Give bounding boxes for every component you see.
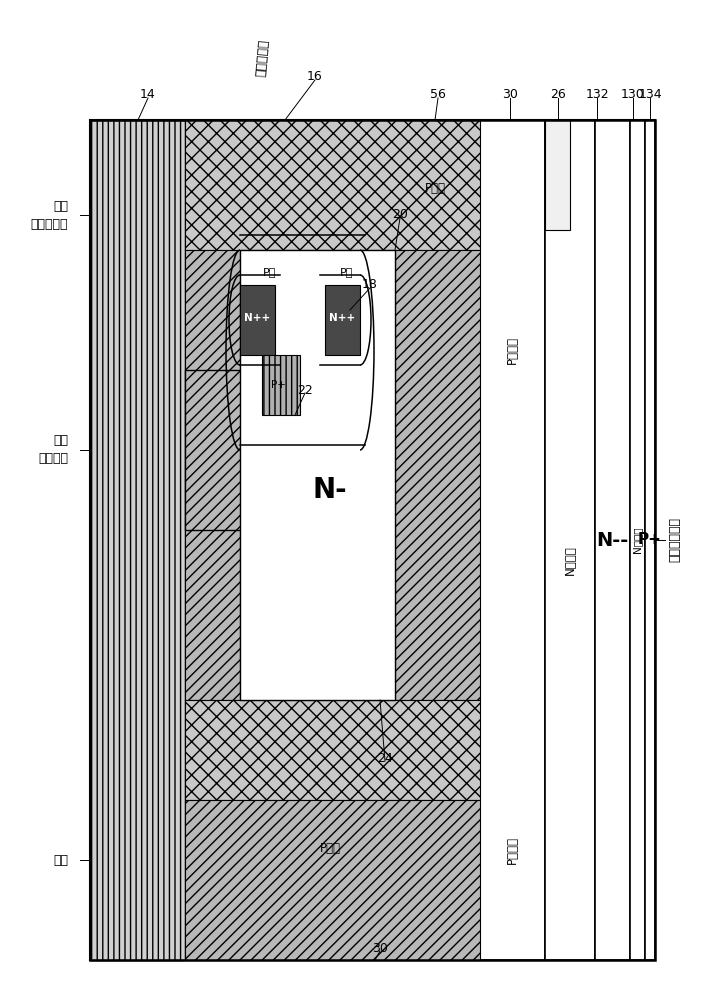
Text: 132: 132 <box>585 89 609 102</box>
Bar <box>545 120 595 960</box>
Bar <box>630 120 645 960</box>
Bar <box>185 120 480 250</box>
Bar <box>262 355 300 415</box>
Text: 20: 20 <box>392 209 408 222</box>
Bar <box>480 120 545 960</box>
Text: 26: 26 <box>550 89 566 102</box>
Text: N++: N++ <box>329 313 355 323</box>
Text: 集板（金属）: 集板（金属） <box>668 518 681 562</box>
Text: 栅极: 栅极 <box>53 854 68 866</box>
Bar <box>90 120 655 960</box>
Text: 14: 14 <box>140 89 156 102</box>
Bar <box>240 250 395 700</box>
Text: P型纵列: P型纵列 <box>506 836 518 864</box>
Text: P型纵列: P型纵列 <box>506 336 518 364</box>
Bar <box>245 370 290 530</box>
Bar <box>185 370 290 530</box>
Text: P屏蔽: P屏蔽 <box>319 842 341 854</box>
Bar <box>90 120 185 960</box>
Text: P+: P+ <box>638 532 662 548</box>
Bar <box>645 120 655 960</box>
Text: 134: 134 <box>638 89 662 102</box>
Text: P井: P井 <box>340 267 354 277</box>
Text: 30: 30 <box>502 89 518 102</box>
Bar <box>185 250 240 700</box>
Text: 射极
（金属）: 射极 （金属） <box>38 434 68 466</box>
Bar <box>395 250 480 700</box>
Bar <box>185 800 480 960</box>
Text: N++: N++ <box>244 313 270 323</box>
Text: N缓冲层: N缓冲层 <box>632 527 642 553</box>
Text: N--: N-- <box>596 530 628 550</box>
Text: N型纵列: N型纵列 <box>563 545 577 575</box>
Text: 16: 16 <box>307 70 323 83</box>
Bar <box>325 285 360 355</box>
Bar <box>545 120 570 230</box>
Text: P井: P井 <box>263 267 277 277</box>
Text: 22: 22 <box>297 383 313 396</box>
Text: 56: 56 <box>430 89 446 102</box>
Text: N-: N- <box>313 476 347 504</box>
Bar <box>185 700 480 800</box>
Bar <box>240 285 275 355</box>
Text: 栅极
（多晶硅）: 栅极 （多晶硅） <box>31 200 68 231</box>
Bar <box>595 120 630 960</box>
Text: 24: 24 <box>377 752 393 764</box>
Bar <box>90 120 655 960</box>
Text: 栅极氧化物: 栅极氧化物 <box>255 39 271 77</box>
Text: 18: 18 <box>362 278 378 292</box>
Text: 130: 130 <box>621 89 645 102</box>
Text: 30: 30 <box>372 942 388 954</box>
Text: P屏蔽: P屏蔽 <box>424 182 446 194</box>
Text: P+: P+ <box>270 380 285 390</box>
